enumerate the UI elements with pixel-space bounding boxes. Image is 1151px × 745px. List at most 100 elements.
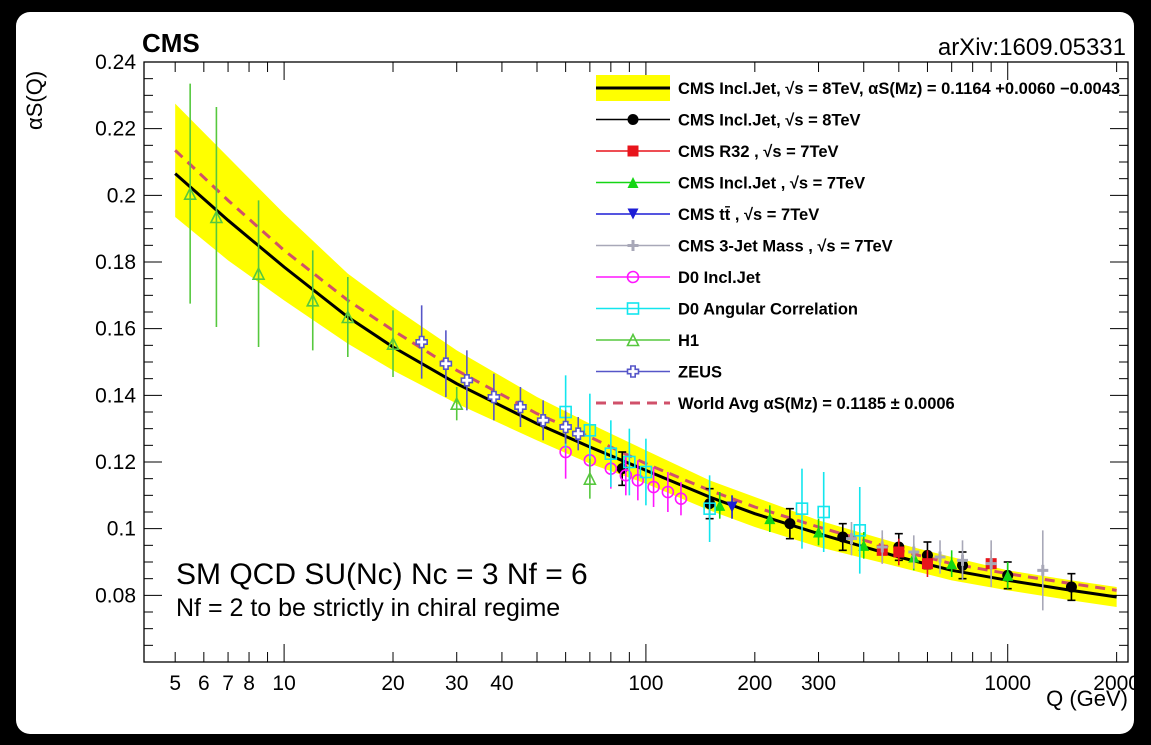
data-point bbox=[764, 513, 776, 525]
figure-panel: 0.08 0.1 0.12 0.14 0.16 0.18 0.2 0.22 0.24 5 6 7 8 10… bbox=[16, 12, 1134, 734]
legend-label: CMS Incl.Jet, √s = 8TeV, αS(Mz) = 0.1164… bbox=[678, 80, 1120, 98]
y-tick-label: 0.12 bbox=[95, 451, 136, 474]
data-point bbox=[784, 518, 796, 530]
data-point bbox=[341, 309, 355, 324]
legend-marker bbox=[626, 302, 640, 315]
data-point bbox=[674, 492, 688, 505]
data-point bbox=[305, 293, 320, 307]
data-point bbox=[487, 390, 501, 404]
data-point bbox=[1002, 569, 1014, 581]
legend-marker bbox=[626, 332, 640, 347]
data-point bbox=[604, 447, 618, 460]
x-tick-label: 20 bbox=[381, 672, 404, 695]
data-points bbox=[183, 83, 1077, 611]
x-tick-label: 10 bbox=[272, 672, 295, 695]
data-point bbox=[439, 357, 453, 370]
data-point bbox=[795, 502, 809, 515]
y-axis-title: αS(Q) bbox=[22, 71, 47, 130]
data-point bbox=[639, 465, 653, 479]
data-point bbox=[858, 539, 870, 551]
legend-label: CMS R32 , √s = 7TeV bbox=[678, 143, 839, 161]
legend-marker bbox=[627, 177, 639, 188]
data-point bbox=[514, 400, 527, 414]
legend-marker bbox=[627, 240, 639, 251]
data-point bbox=[837, 531, 849, 543]
legend-label: CMS Incl.Jet , √s = 7TeV bbox=[678, 175, 865, 193]
x-tick-label: 6 bbox=[198, 672, 210, 695]
y-tick-label: 0.08 bbox=[95, 584, 136, 607]
y-tick-label: 0.24 bbox=[95, 51, 136, 74]
x-axis-title: Q (GeV) bbox=[1046, 686, 1128, 711]
legend-marker bbox=[627, 145, 639, 157]
data-point bbox=[921, 558, 933, 570]
data-point bbox=[251, 266, 266, 280]
legend-label: World Avg αS(Mz) = 0.1185 ± 0.0006 bbox=[678, 395, 955, 413]
annotation-line-1: SM QCD SU(Nc) Nc = 3 Nf = 6 bbox=[176, 558, 588, 591]
x-tick-label: 200 bbox=[737, 672, 772, 695]
data-point bbox=[536, 414, 550, 427]
data-point bbox=[449, 396, 464, 410]
data-point bbox=[623, 455, 636, 469]
y-tick-label: 0.16 bbox=[95, 318, 136, 341]
axis-ticks: 0.08 0.1 0.12 0.14 0.16 0.18 0.2 0.22 0.24 5 6 7 8 10… bbox=[95, 51, 1134, 695]
legend-marker bbox=[627, 208, 639, 220]
data-point bbox=[460, 374, 474, 387]
x-tick-label: 1000 bbox=[984, 672, 1031, 695]
fit-curves bbox=[174, 149, 1117, 599]
reference-label: arXiv:1609.05331 bbox=[938, 34, 1126, 61]
x-tick-label: 300 bbox=[801, 672, 836, 695]
legend: CMS Incl.Jet, √s = 8TeV, αS(Mz) = 0.1164… bbox=[596, 75, 1120, 413]
x-tick-label: 40 bbox=[490, 672, 513, 695]
alpha-s-chart: 0.08 0.1 0.12 0.14 0.16 0.18 0.2 0.22 0.24 5 6 7 8 10… bbox=[22, 28, 1134, 711]
data-point bbox=[817, 505, 830, 519]
data-point bbox=[571, 427, 585, 440]
data-point bbox=[703, 502, 716, 515]
data-point bbox=[619, 469, 633, 482]
x-tick-label: 30 bbox=[445, 672, 468, 695]
data-point bbox=[583, 471, 597, 485]
data-point bbox=[559, 420, 572, 434]
data-point bbox=[813, 526, 825, 538]
data-point bbox=[714, 499, 726, 511]
legend-marker bbox=[627, 114, 639, 125]
data-point bbox=[876, 541, 888, 553]
legend-label: CMS tt̄ , √s = 7TeV bbox=[678, 206, 819, 224]
data-point bbox=[616, 463, 628, 475]
data-point bbox=[1037, 564, 1049, 576]
data-point bbox=[946, 558, 958, 570]
data-point bbox=[726, 501, 738, 513]
data-point bbox=[631, 474, 645, 487]
data-point bbox=[183, 186, 197, 200]
legend-marker bbox=[626, 365, 640, 378]
legend-label: CMS 3-Jet Mass , √s = 7TeV bbox=[678, 238, 893, 256]
y-tick-label: 0.14 bbox=[95, 384, 136, 407]
annotation-line-2: Nf = 2 to be strictly in chiral regime bbox=[176, 594, 560, 622]
data-point bbox=[386, 336, 400, 350]
data-point bbox=[908, 546, 920, 558]
data-point bbox=[209, 209, 224, 224]
data-point bbox=[583, 424, 597, 437]
data-point bbox=[957, 554, 969, 566]
x-tick-label: 100 bbox=[628, 672, 663, 695]
cms-fit-line bbox=[174, 172, 1117, 599]
y-tick-label: 0.18 bbox=[95, 251, 136, 274]
legend-label: CMS Incl.Jet, √s = 8TeV bbox=[678, 112, 861, 130]
x-tick-label: 7 bbox=[222, 672, 234, 695]
y-tick-label: 0.1 bbox=[107, 518, 136, 541]
data-point bbox=[985, 558, 997, 570]
legend-label: ZEUS bbox=[678, 364, 722, 382]
world-average-line bbox=[174, 149, 1117, 592]
data-point bbox=[853, 524, 867, 537]
y-tick-label: 0.2 bbox=[107, 184, 136, 207]
legend-marker bbox=[626, 270, 640, 284]
cms-uncertainty-band bbox=[175, 103, 1117, 608]
legend-label: D0 Angular Correlation bbox=[678, 301, 858, 319]
x-tick-label: 2000 bbox=[1093, 672, 1134, 695]
uncertainty-band-area bbox=[175, 103, 1117, 608]
data-point bbox=[1065, 581, 1077, 593]
legend-label: D0 Incl.Jet bbox=[678, 269, 761, 287]
x-tick-label: 5 bbox=[169, 672, 181, 695]
cms-label: CMS bbox=[142, 28, 200, 58]
data-point bbox=[893, 546, 905, 558]
data-point bbox=[661, 485, 675, 499]
